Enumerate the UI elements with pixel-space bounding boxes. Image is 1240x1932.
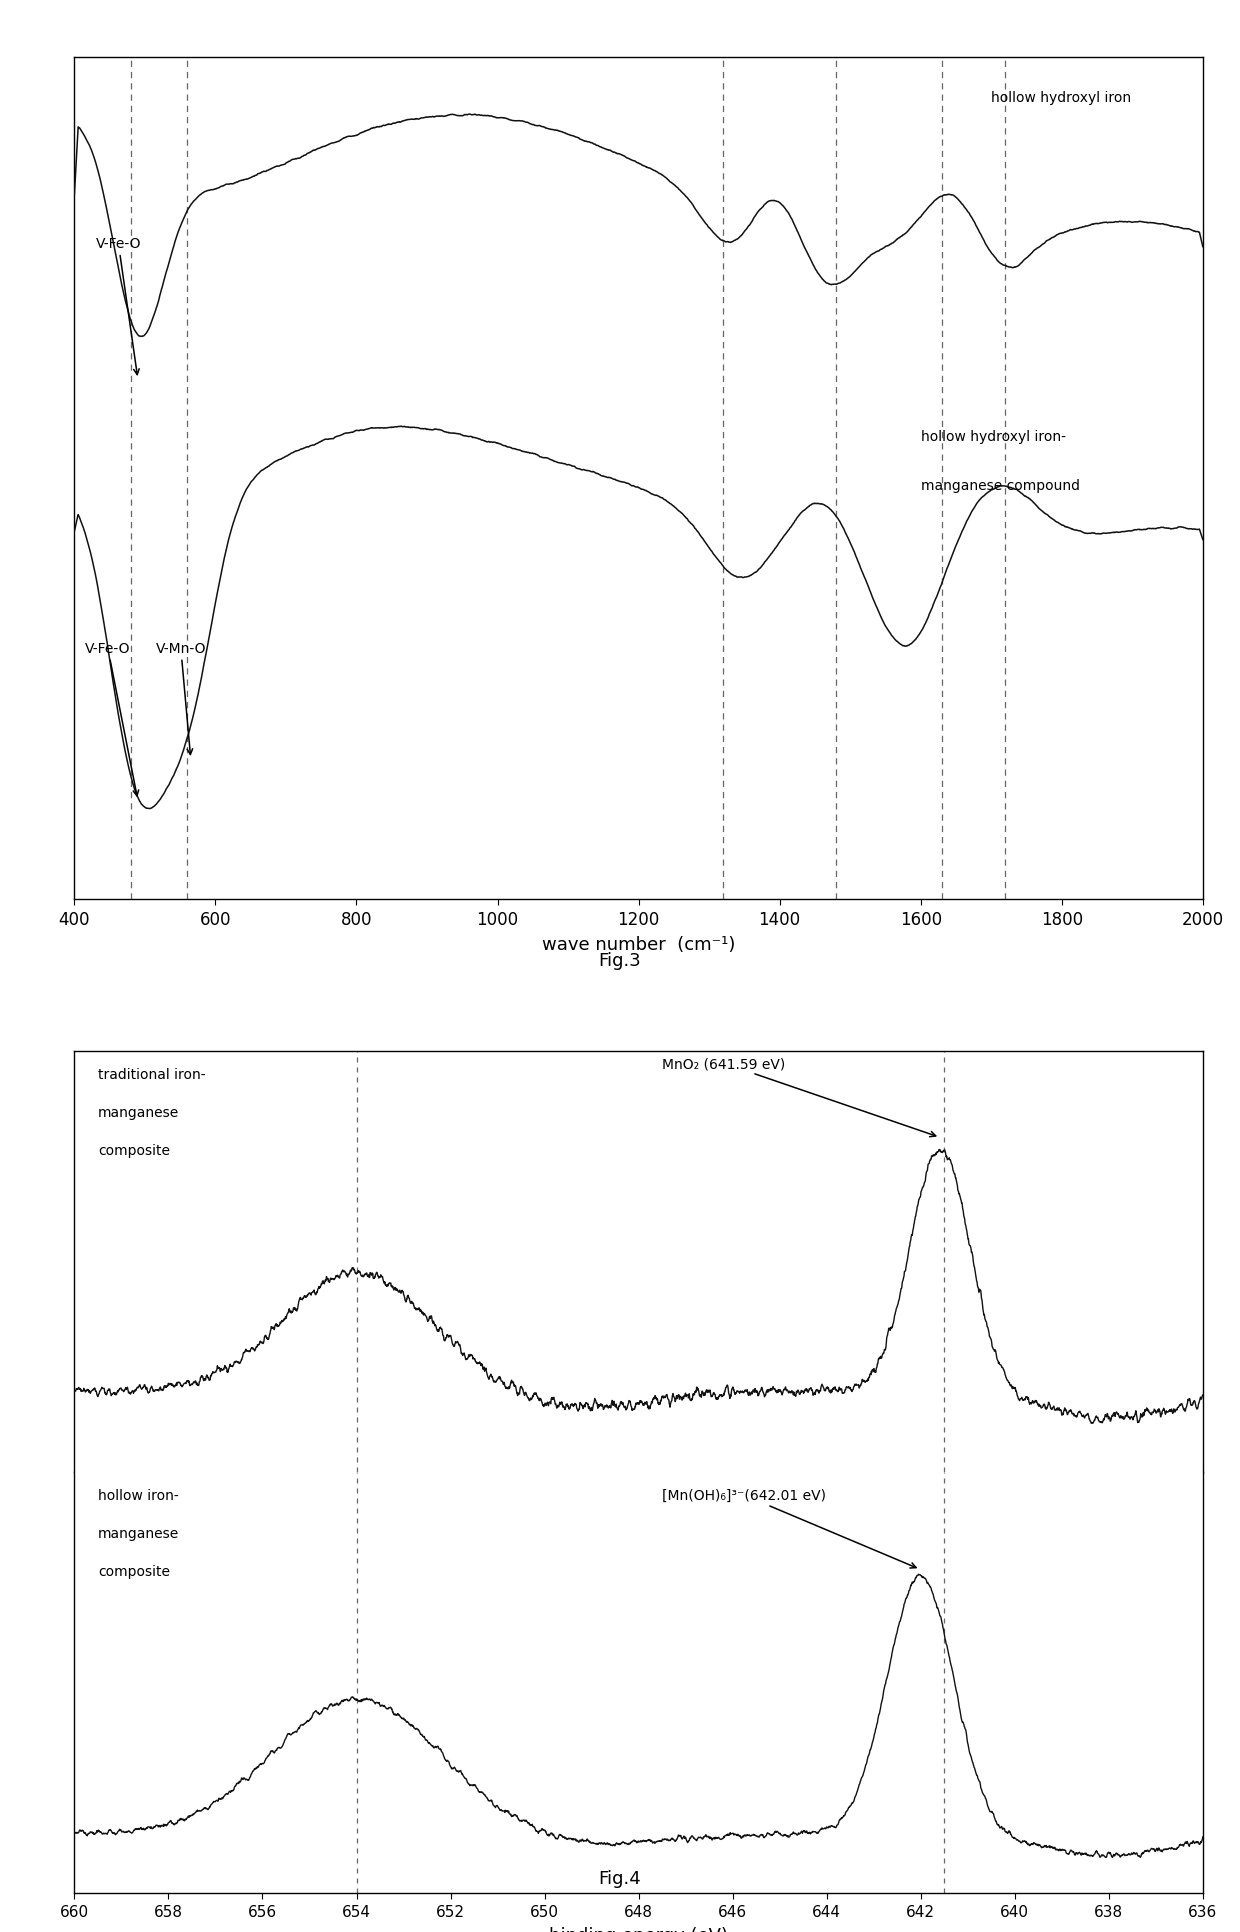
Text: hollow iron-: hollow iron- bbox=[98, 1488, 179, 1503]
Text: V-Mn-O: V-Mn-O bbox=[155, 641, 206, 755]
Text: manganese: manganese bbox=[98, 1105, 179, 1119]
Text: manganese compound: manganese compound bbox=[920, 479, 1080, 493]
Text: composite: composite bbox=[98, 1565, 170, 1578]
Text: Fig.4: Fig.4 bbox=[599, 1868, 641, 1888]
Text: MnO₂ (641.59 eV): MnO₂ (641.59 eV) bbox=[662, 1057, 936, 1138]
Text: hollow hydroxyl iron-: hollow hydroxyl iron- bbox=[920, 429, 1065, 442]
Text: manganese: manganese bbox=[98, 1526, 179, 1540]
X-axis label: wave number  (cm⁻¹): wave number (cm⁻¹) bbox=[542, 935, 735, 952]
X-axis label: binding energy (eV): binding energy (eV) bbox=[549, 1926, 728, 1932]
Text: hollow hydroxyl iron: hollow hydroxyl iron bbox=[991, 91, 1131, 104]
Text: Fig.3: Fig.3 bbox=[599, 951, 641, 970]
Text: V-Fe-O: V-Fe-O bbox=[86, 641, 139, 796]
Text: traditional iron-: traditional iron- bbox=[98, 1068, 206, 1082]
Text: V-Fe-O: V-Fe-O bbox=[95, 238, 141, 375]
Text: [Mn(OH)₆]³⁻(642.01 eV): [Mn(OH)₆]³⁻(642.01 eV) bbox=[662, 1488, 916, 1569]
Text: composite: composite bbox=[98, 1144, 170, 1157]
